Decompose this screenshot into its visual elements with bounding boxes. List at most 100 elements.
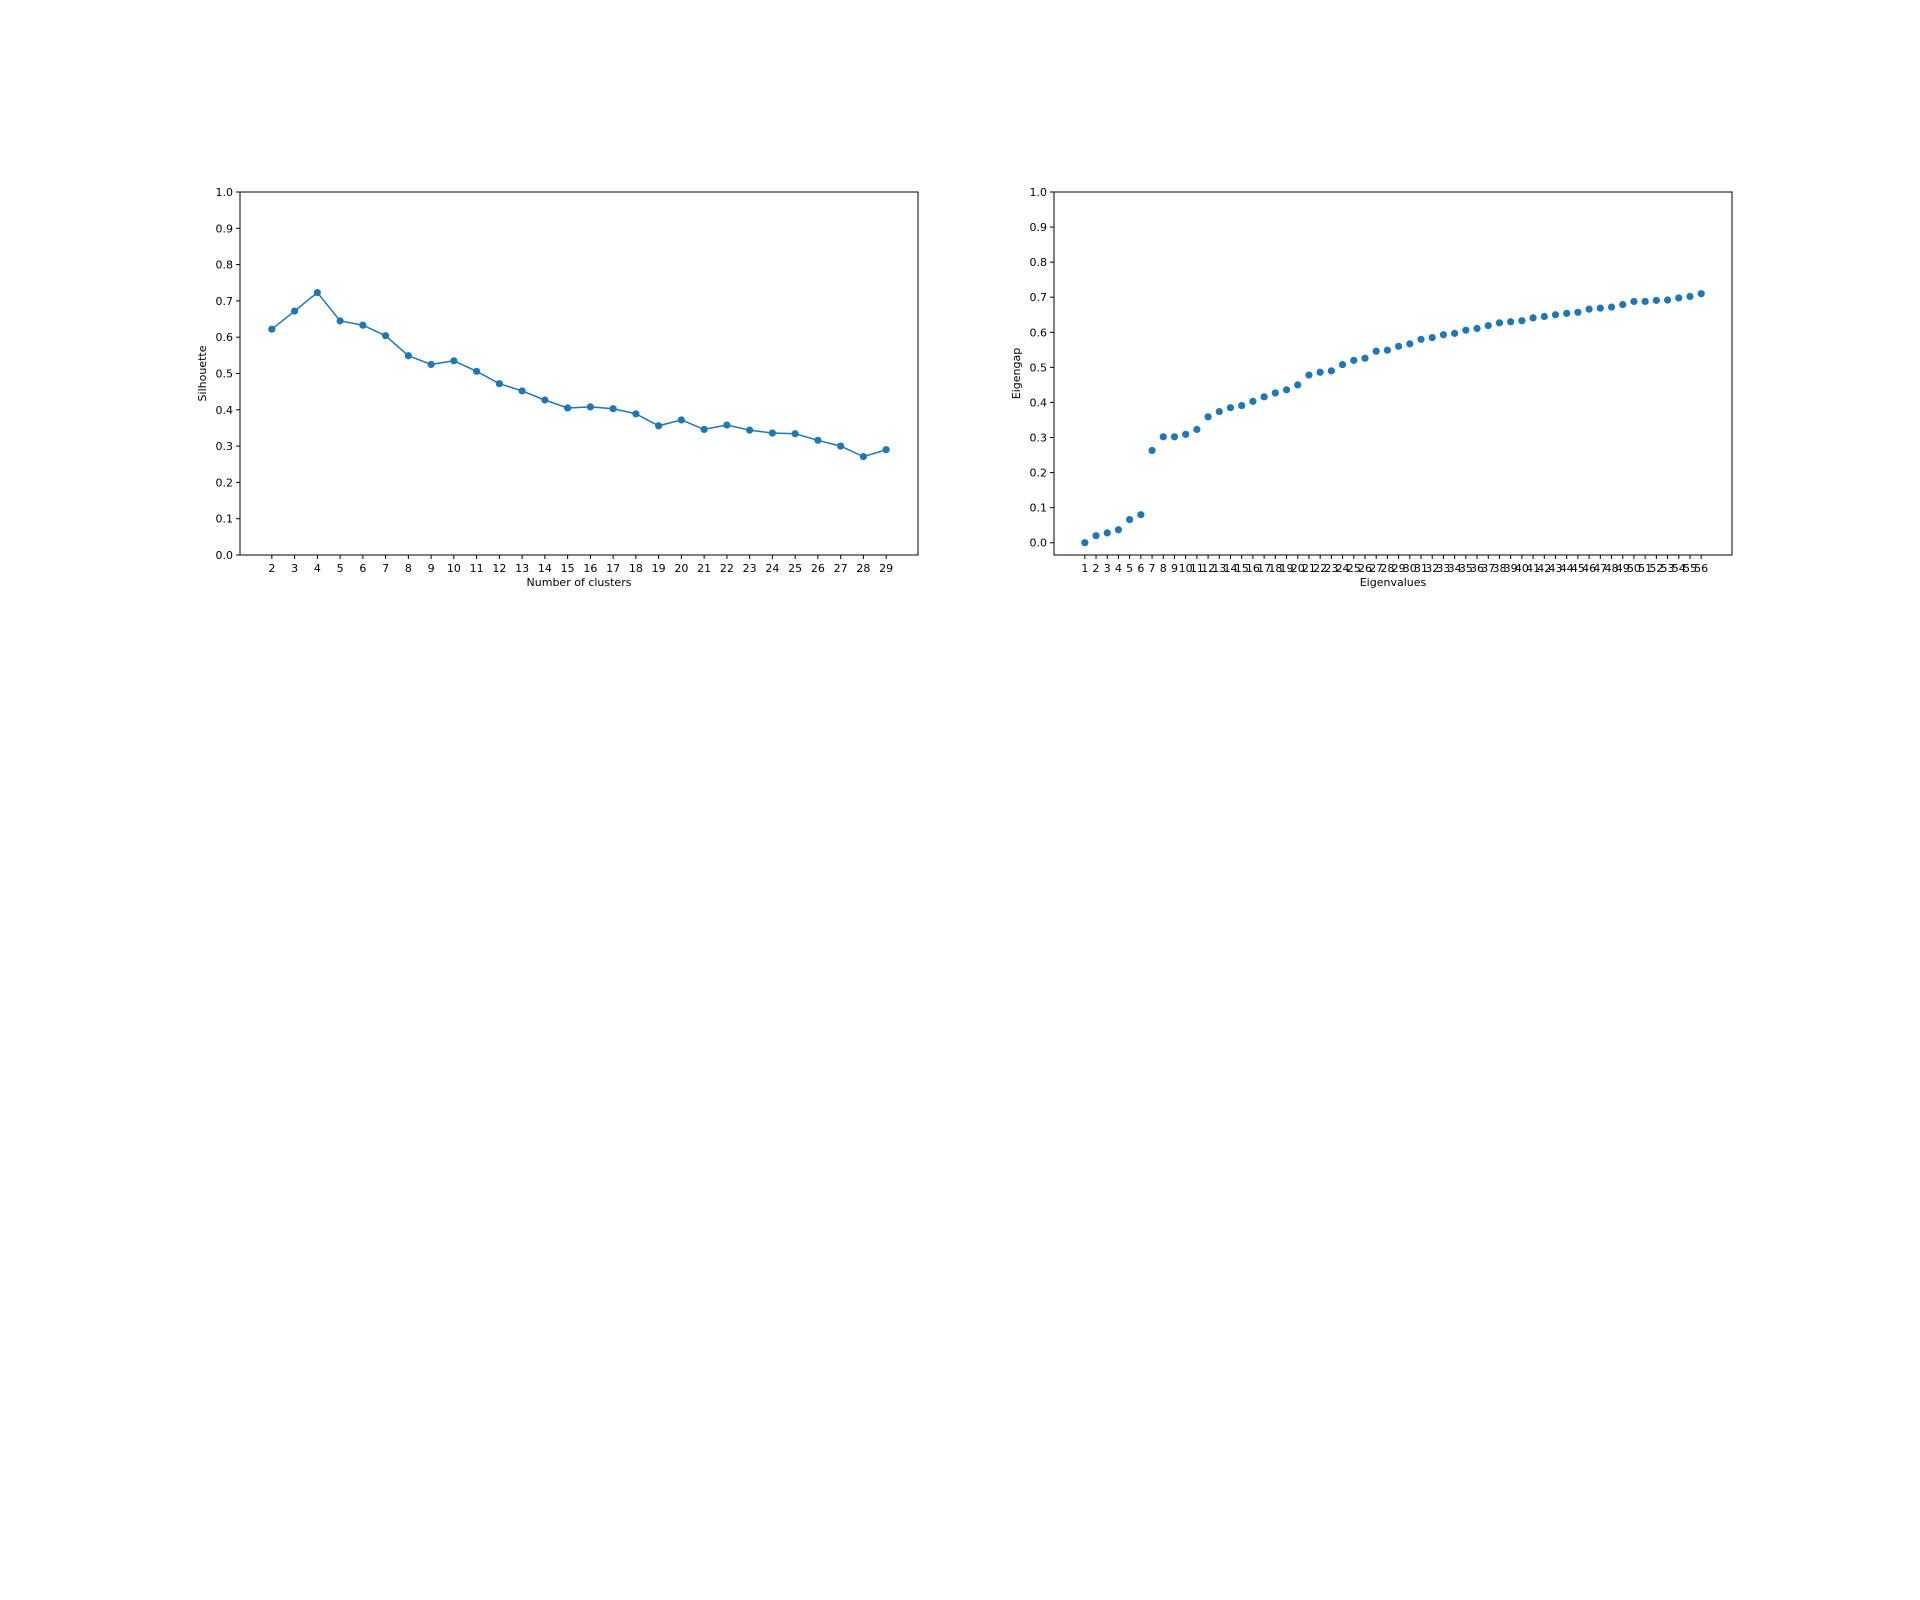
eigengap-y-tick-label: 0.8 bbox=[1030, 256, 1048, 269]
eigengap-y-tick-label: 0.3 bbox=[1030, 432, 1048, 445]
eigengap-point bbox=[1641, 297, 1649, 306]
eigengap-point bbox=[1697, 290, 1705, 298]
silhouette-x-tick-label: 25 bbox=[788, 562, 802, 575]
silhouette-x-tick-label: 5 bbox=[337, 562, 344, 575]
eigengap-x-tick-label: 18 bbox=[1268, 562, 1282, 575]
silhouette-point bbox=[382, 332, 390, 340]
silhouette-x-tick-label: 29 bbox=[879, 562, 893, 575]
silhouette-x-tick-label: 8 bbox=[405, 562, 412, 575]
silhouette-x-tick-label: 6 bbox=[359, 562, 366, 575]
eigengap-x-axis: 1 2 3 4 5 6 7 8 9 1011121314151617181920212223242… bbox=[1081, 555, 1708, 575]
eigengap-y-tick-label: 0.5 bbox=[1030, 361, 1048, 374]
silhouette-x-tick-label: 28 bbox=[856, 562, 870, 575]
silhouette-x-tick-label: 14 bbox=[538, 562, 552, 575]
eigengap-x-tick-label: 22 bbox=[1313, 562, 1327, 575]
silhouette-x-tick-label: 9 bbox=[428, 562, 435, 575]
eigengap-point bbox=[1630, 297, 1638, 306]
silhouette-point bbox=[723, 421, 731, 429]
silhouette-point bbox=[518, 387, 526, 395]
eigengap-point bbox=[1316, 368, 1324, 376]
eigengap-x-tick-label: 30 bbox=[1403, 562, 1417, 575]
eigengap-point bbox=[1338, 360, 1347, 369]
eigengap-x-tick-label: 4 bbox=[1115, 562, 1122, 575]
eigengap-point bbox=[1428, 333, 1436, 342]
silhouette-x-tick-label: 7 bbox=[382, 562, 389, 575]
silhouette-line bbox=[271, 291, 887, 458]
eigengap-point bbox=[1607, 303, 1616, 311]
silhouette-point bbox=[837, 442, 845, 450]
eigengap-x-tick-label: 19 bbox=[1280, 562, 1294, 575]
silhouette-point bbox=[427, 360, 435, 369]
eigengap-point bbox=[1585, 305, 1593, 313]
eigengap-point bbox=[1137, 511, 1145, 519]
eigengap-x-tick-label: 39 bbox=[1504, 562, 1518, 575]
eigengap-x-tick-label: 12 bbox=[1201, 562, 1215, 575]
eigengap-point bbox=[1238, 401, 1246, 410]
eigengap-point bbox=[1294, 381, 1302, 389]
eigengap-x-tick-label: 53 bbox=[1661, 562, 1675, 575]
eigengap-x-tick-label: 44 bbox=[1560, 562, 1574, 575]
eigengap-point bbox=[1383, 346, 1391, 354]
eigengap-point bbox=[1249, 397, 1257, 405]
silhouette-point bbox=[791, 430, 799, 438]
eigengap-point bbox=[1114, 526, 1123, 534]
eigengap-x-tick-label: 9 bbox=[1171, 562, 1178, 575]
eigengap-point bbox=[1686, 292, 1694, 301]
eigengap-point bbox=[1529, 314, 1537, 322]
eigengap-y-tick-label: 0.0 bbox=[1030, 537, 1048, 550]
silhouette-point bbox=[632, 410, 640, 418]
eigengap-x-tick-label: 41 bbox=[1526, 562, 1540, 575]
eigengap-x-tick-label: 3 bbox=[1104, 562, 1111, 575]
silhouette-point bbox=[746, 426, 754, 434]
eigengap-x-tick-label: 5 bbox=[1126, 562, 1133, 575]
eigengap-point bbox=[1540, 312, 1548, 321]
eigengap-point bbox=[1395, 342, 1403, 350]
eigengap-point bbox=[1663, 296, 1672, 304]
silhouette-point bbox=[586, 403, 594, 411]
silhouette-point bbox=[359, 321, 367, 329]
eigengap-series bbox=[1081, 290, 1705, 547]
eigengap-x-tick-label: 27 bbox=[1369, 562, 1383, 575]
eigengap-point bbox=[1350, 356, 1358, 364]
silhouette-point bbox=[336, 317, 344, 325]
eigengap-point bbox=[1282, 386, 1291, 394]
silhouette-x-tick-label: 16 bbox=[583, 562, 597, 575]
silhouette-x-axis: 2 3 4 5 6 7 8 9 10 11 12 13 14 15 16 17 18 19 20 21 22 23 24 25… bbox=[268, 555, 893, 575]
eigengap-x-tick-label: 16 bbox=[1246, 562, 1260, 575]
eigengap-point bbox=[1182, 430, 1190, 438]
eigengap-point bbox=[1484, 322, 1492, 330]
silhouette-point bbox=[473, 367, 481, 375]
eigengap-point bbox=[1081, 539, 1089, 547]
eigengap-x-tick-label: 33 bbox=[1436, 562, 1450, 575]
eigengap-y-axis-label: Eigengap bbox=[1010, 348, 1023, 399]
silhouette-x-tick-label: 24 bbox=[765, 562, 779, 575]
silhouette-y-tick-label: 0.0 bbox=[216, 549, 234, 562]
eigengap-y-tick-label: 1.0 bbox=[1030, 186, 1048, 199]
eigengap-point bbox=[1372, 347, 1380, 355]
eigengap-point bbox=[1226, 404, 1235, 412]
eigengap-point bbox=[1619, 300, 1627, 309]
eigengap-point bbox=[1439, 331, 1448, 339]
eigengap-x-tick-label: 49 bbox=[1616, 562, 1630, 575]
silhouette-y-axis: 0.0 0.1 0.2 0.3 0.4 0.5 0.6 0.7 0.8 0.9 1.0 bbox=[216, 186, 240, 562]
eigengap-point bbox=[1260, 393, 1268, 401]
silhouette-x-tick-label: 19 bbox=[652, 562, 666, 575]
silhouette-y-axis-label: Silhouette bbox=[196, 345, 209, 401]
silhouette-x-axis-label: Number of clusters bbox=[527, 576, 632, 589]
silhouette-y-tick-label: 0.3 bbox=[216, 440, 234, 453]
eigengap-point bbox=[1574, 308, 1582, 316]
eigengap-x-tick-label: 26 bbox=[1358, 562, 1372, 575]
eigengap-x-axis-label: Eigenvalues bbox=[1360, 576, 1427, 589]
silhouette-point bbox=[882, 446, 890, 454]
silhouette-point bbox=[655, 422, 663, 430]
silhouette-point bbox=[541, 396, 549, 404]
eigengap-point bbox=[1462, 326, 1470, 334]
silhouette-x-tick-label: 15 bbox=[561, 562, 575, 575]
silhouette-x-tick-label: 2 bbox=[268, 562, 275, 575]
silhouette-point bbox=[677, 416, 685, 424]
silhouette-y-tick-label: 0.5 bbox=[216, 368, 234, 381]
eigengap-point bbox=[1126, 515, 1134, 524]
silhouette-x-tick-label: 11 bbox=[470, 562, 484, 575]
